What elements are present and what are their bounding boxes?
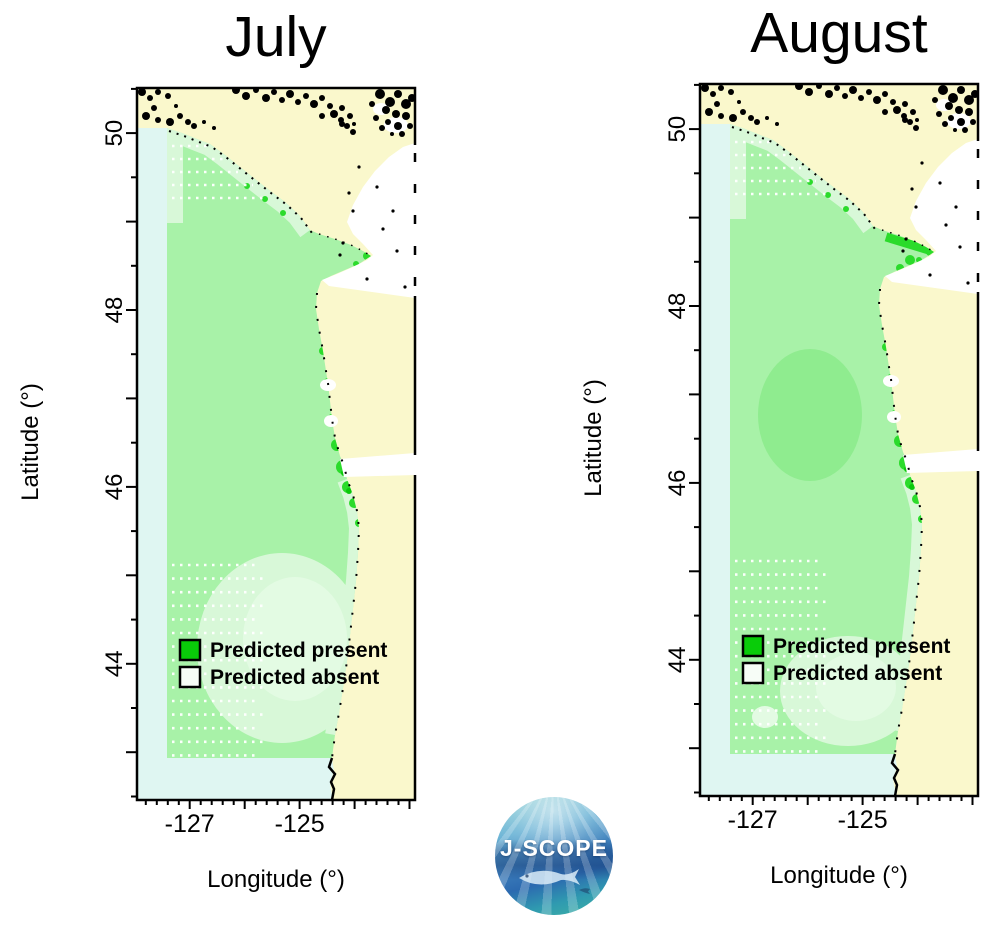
plot-frame — [135, 86, 417, 802]
legend-swatch — [178, 638, 202, 662]
map-artwork — [700, 84, 978, 796]
jscope-logo: J-SCOPE — [495, 797, 613, 915]
y-tick-label: 48 — [664, 293, 691, 320]
plot-frame — [698, 82, 980, 798]
y-tick-label: 46 — [664, 470, 691, 497]
x-tick-label: -127 — [165, 810, 215, 838]
x-axis-title-july: Longitude (°) — [207, 866, 345, 893]
inland-water-strait — [885, 139, 978, 294]
panel-title-july: July — [225, 5, 327, 69]
map-panel-august: 50 48 46 44 -127 -125 Predicted present Predict… — [664, 82, 980, 834]
legend-swatch — [741, 661, 765, 685]
jscope-logo-text: J-SCOPE — [500, 835, 608, 861]
x-tick-label: -125 — [838, 806, 888, 834]
legend-label: Predicted present — [773, 635, 950, 658]
coastline-south — [327, 757, 337, 800]
offshore-water — [700, 124, 897, 796]
legend-swatch — [741, 634, 765, 658]
legend-label: Predicted absent — [773, 662, 942, 685]
x-tick-label: -125 — [275, 810, 325, 838]
x-axis-title-august: Longitude (°) — [770, 862, 908, 889]
inland-water-strait — [322, 143, 415, 298]
fish-icon — [519, 869, 590, 894]
y-axis-title-july: Latitude (°) — [17, 383, 44, 501]
legend-label: Predicted absent — [210, 666, 379, 689]
y-tick-label: 44 — [664, 646, 691, 673]
y-tick-label: 46 — [101, 474, 128, 501]
map-artwork — [137, 88, 415, 800]
x-tick-label: -127 — [728, 806, 778, 834]
offshore-water — [137, 128, 334, 800]
y-axis-title-august: Latitude (°) — [580, 379, 607, 497]
y-tick-label: 44 — [101, 650, 128, 677]
y-tick-label: 50 — [101, 120, 128, 147]
panel-title-august: August — [750, 1, 928, 65]
inland-water-river — [340, 453, 415, 477]
map-panel-july: 50 48 46 44 -127 -125 Predicted present Predict… — [101, 86, 417, 838]
inland-water-river — [903, 449, 978, 473]
y-tick-label: 50 — [664, 116, 691, 143]
coastline-south — [890, 753, 900, 796]
legend-label: Predicted present — [210, 639, 387, 662]
legend-swatch — [178, 665, 202, 689]
y-tick-label: 48 — [101, 297, 128, 324]
